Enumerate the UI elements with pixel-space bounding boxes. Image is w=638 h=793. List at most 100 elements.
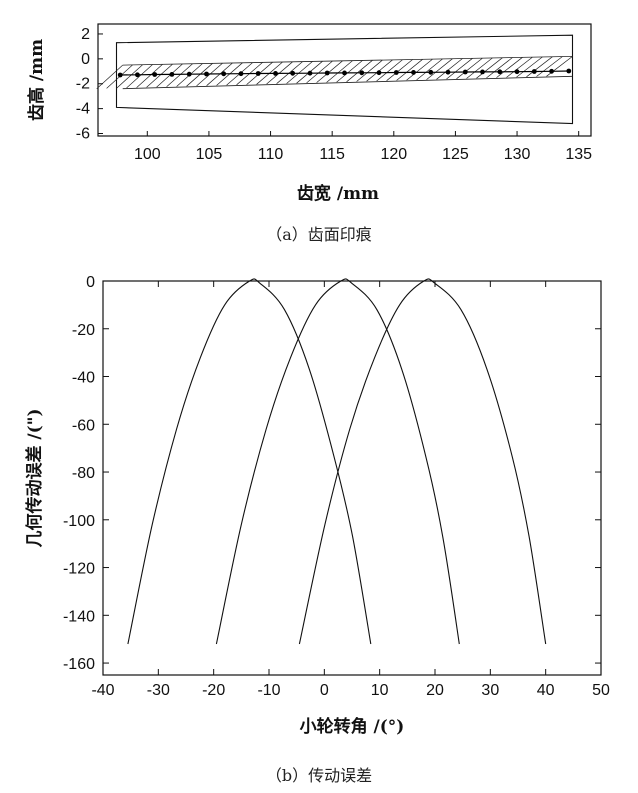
contact-point (376, 70, 382, 76)
contact-ellipse (396, 59, 423, 81)
contact-ellipse (166, 63, 193, 88)
contact-point (117, 72, 123, 78)
contact-point (324, 70, 330, 76)
contact-ellipse (286, 61, 313, 84)
contact-point (411, 70, 416, 75)
plot-frame-b (102, 280, 602, 676)
contact-ellipse (456, 57, 483, 80)
contact-ellipse (116, 64, 143, 89)
x-tick-label-b: -20 (202, 682, 225, 699)
contact-ellipse (436, 58, 463, 80)
contact-ellipse (496, 57, 523, 78)
tooth-boundary (115, 34, 574, 125)
contact-ellipse (376, 59, 403, 82)
x-tick-label-b: 10 (371, 682, 389, 699)
contact-ellipse (146, 63, 173, 88)
contact-ellipse (506, 56, 533, 78)
contact-ellipse (276, 61, 303, 84)
contact-ellipse (476, 57, 503, 79)
contact-point (514, 69, 520, 75)
contact-ellipse (386, 59, 413, 81)
contact-ellipse (316, 60, 343, 83)
contact-ellipse (96, 64, 123, 89)
contact-ellipse (486, 57, 513, 79)
contact-ellipse (326, 60, 353, 83)
y-axis-label-a: 齿高 /mm (26, 39, 47, 121)
x-axis-label-b: 小轮转角 /(°) (300, 716, 405, 737)
contact-point (273, 71, 278, 76)
contact-ellipse (516, 56, 543, 78)
contact-pattern (96, 34, 574, 125)
contact-ellipse (136, 64, 163, 88)
y-tick-label-b: -60 (72, 417, 95, 434)
contact-point (342, 70, 347, 76)
x-tick-label-b: 40 (537, 682, 555, 699)
contact-point (307, 70, 313, 76)
x-tick-label-a: 130 (504, 146, 531, 163)
contact-point (462, 69, 468, 75)
contact-ellipse (416, 58, 443, 81)
contact-point (497, 69, 503, 75)
contact-ellipse (526, 56, 553, 78)
y-tick-label-b: -140 (63, 608, 95, 625)
x-tick-label-a: 110 (258, 146, 284, 163)
contact-point (135, 72, 140, 78)
contact-ellipse (406, 58, 433, 81)
x-axis-label-a: 齿宽 /mm (297, 183, 379, 204)
y-tick-label-a: -6 (76, 126, 90, 143)
error-curve (127, 278, 372, 645)
contact-point (169, 72, 175, 77)
contact-zone-top (122, 56, 573, 66)
contact-point (186, 71, 192, 77)
y-tick-label-a: 2 (81, 26, 90, 43)
caption-a: （a）齿面印痕 (266, 225, 372, 244)
y-tick-label-a: -4 (76, 101, 90, 118)
x-tick-label-b: -10 (257, 682, 280, 699)
x-axis-ticks-a: 100 105 110 115 120 125 130 135 (134, 131, 592, 163)
contact-point (549, 68, 554, 74)
contact-point (566, 68, 572, 74)
contact-point (152, 72, 158, 77)
y-tick-label-b: -160 (63, 656, 95, 673)
x-axis-ticks-b: -40 -30 -20 -10 0 10 20 30 40 50 (91, 281, 610, 699)
contact-point (359, 70, 365, 76)
y-tick-label-b: -100 (63, 513, 95, 530)
contact-ellipse (306, 60, 333, 84)
tooth-contact-chart: 100 105 110 115 120 125 130 135 2 0 -2 -4 -6 齿宽 /mm… (26, 23, 592, 244)
x-tick-label-a: 135 (565, 146, 592, 163)
y-axis-ticks-a: 2 0 -2 -4 -6 (76, 26, 103, 143)
y-tick-label-a: -2 (76, 76, 90, 93)
contact-ellipse (126, 64, 153, 89)
contact-point (221, 71, 227, 77)
plot-frame-a (97, 23, 592, 137)
x-tick-label-a: 100 (134, 146, 161, 163)
x-tick-label-a: 115 (319, 146, 345, 163)
x-tick-label-a: 105 (196, 146, 223, 163)
x-tick-label-a: 125 (442, 146, 469, 163)
contact-point (290, 70, 296, 76)
contact-point (393, 70, 399, 75)
y-tick-label-b: -40 (72, 370, 95, 387)
error-curve (215, 278, 460, 645)
contact-ellipse (356, 59, 383, 82)
x-tick-label-b: -30 (147, 682, 170, 699)
y-tick-label-b: 0 (86, 274, 95, 291)
x-tick-label-b: 30 (481, 682, 499, 699)
error-curves (127, 278, 547, 645)
contact-point (480, 69, 485, 75)
x-tick-label-a: 120 (380, 146, 407, 163)
contact-point (445, 69, 451, 75)
contact-point (531, 69, 537, 74)
contact-point (428, 69, 434, 75)
y-tick-label-a: 0 (81, 51, 90, 68)
x-tick-label-b: 20 (426, 682, 444, 699)
transmission-error-chart: -40 -30 -20 -10 0 10 20 30 40 50 0-20-40-60-80-10… (24, 274, 610, 785)
y-tick-label-b: -80 (72, 465, 95, 482)
contact-ellipse (346, 59, 373, 83)
y-axis-ticks-b: 0 -20 -40 -60 -80 -100 -120 -140 -160 (63, 274, 601, 673)
contact-ellipse (336, 60, 363, 83)
contact-ellipse (426, 58, 453, 80)
contact-point (238, 71, 244, 77)
y-axis-label-b: 几何传动误差 /(") (24, 408, 45, 547)
